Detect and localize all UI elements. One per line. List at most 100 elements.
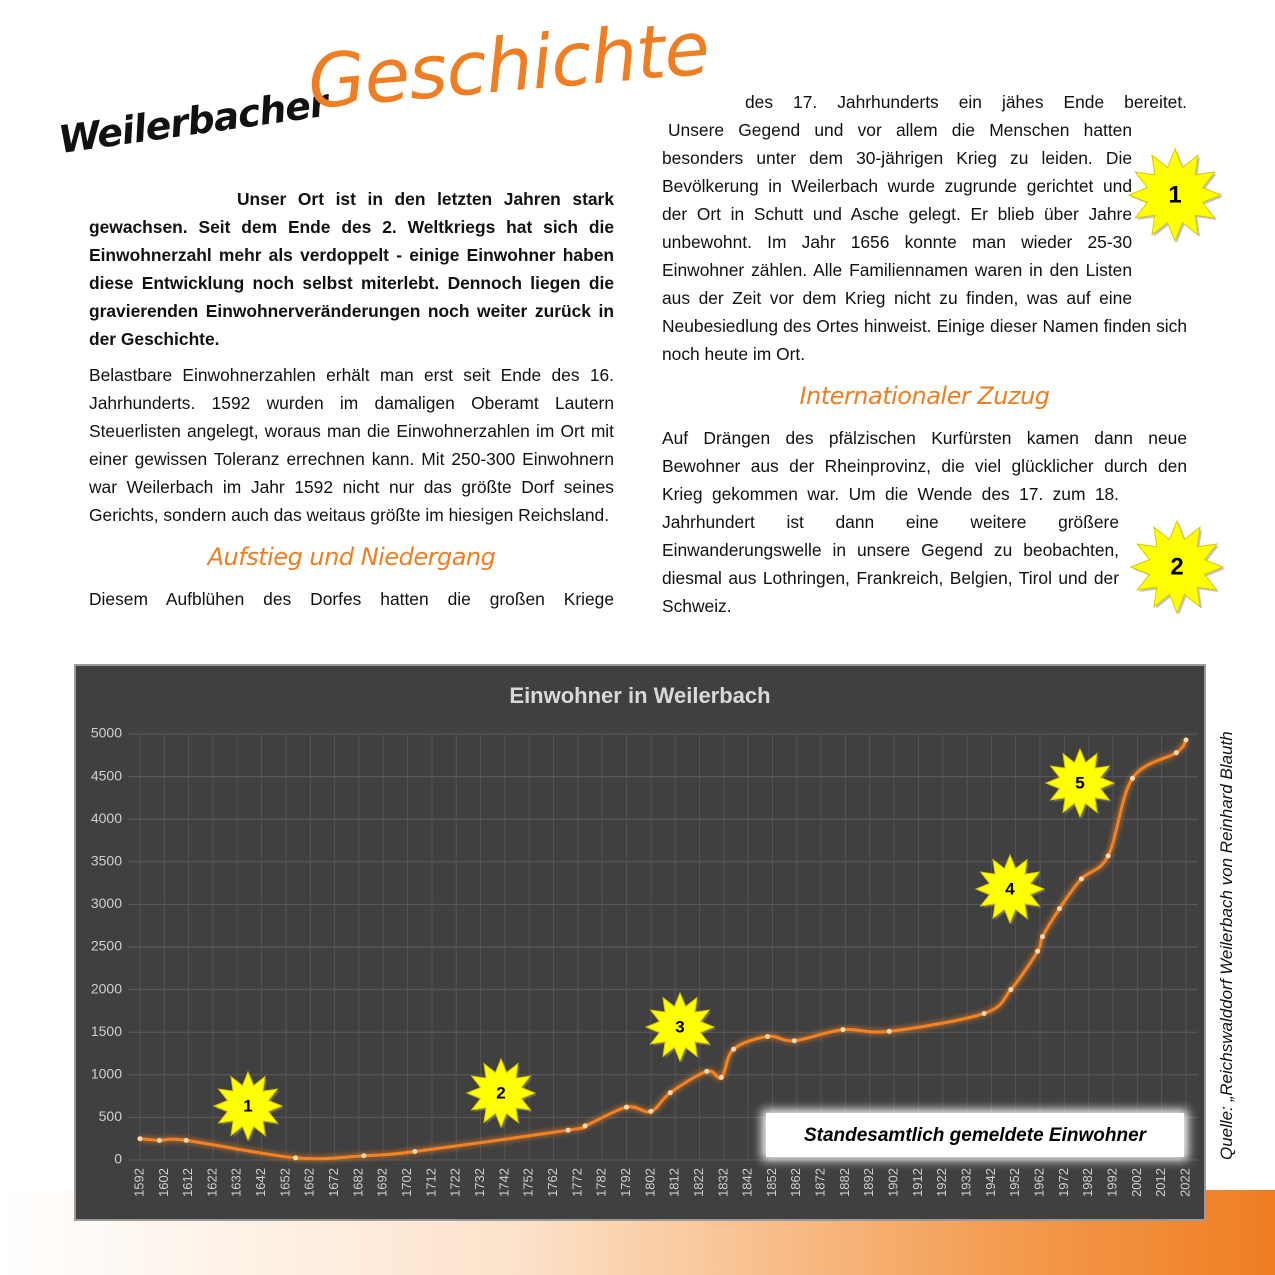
data-point [718,1074,724,1080]
data-point [1057,906,1063,912]
x-tick-label: 1932 [959,1168,974,1197]
y-tick-label: 3000 [91,895,122,911]
starburst [974,853,1046,925]
y-tick-label: 4500 [91,767,122,783]
x-tick-label: 1912 [910,1168,925,1197]
data-point [624,1104,630,1110]
data-point [1035,948,1041,954]
y-tick-label: 2000 [91,980,122,996]
x-tick-label: 1602 [156,1168,171,1197]
x-tick-label: 1692 [375,1168,390,1197]
x-tick-label: 1902 [886,1168,901,1197]
x-tick-label: 1632 [229,1168,244,1197]
heading: Internationaler Zuzug [799,382,1050,410]
x-tick-label: 1722 [448,1168,463,1197]
intro: Unser Ort ist in den letzten Jahren star… [89,189,614,349]
x-tick-label: 1762 [545,1168,560,1197]
x-tick-label: 1672 [326,1168,341,1197]
data-point [156,1137,162,1143]
data-point [791,1038,797,1044]
x-tick-label: 1652 [277,1168,292,1197]
y-tick-label: 1500 [91,1023,122,1039]
x-tick-label: 2002 [1129,1168,1144,1197]
data-point [648,1108,654,1114]
star-label: 5 [1075,773,1084,792]
starburst [465,1057,537,1129]
y-tick-label: 5000 [91,725,122,741]
y-tick-label: 2500 [91,938,122,954]
data-point [582,1123,588,1129]
data-point [1183,737,1189,743]
paragraph: Unsere Gegend und vor allem die Menschen… [662,120,1187,364]
data-point [565,1127,571,1133]
star-label: 2 [496,1083,505,1102]
x-tick-label: 1862 [788,1168,803,1197]
starburst [644,991,716,1063]
data-point [183,1137,189,1143]
x-tick-label: 1622 [204,1168,219,1197]
x-tick-label: 1842 [740,1168,755,1197]
x-tick-label: 1702 [399,1168,414,1197]
x-tick-label: 1612 [180,1168,195,1197]
x-tick-label: 1792 [618,1168,633,1197]
x-tick-label: 1852 [764,1168,779,1197]
y-tick-label: 1000 [91,1066,122,1082]
paragraph: Diesem Aufblühen des Dorfes hatten die g… [89,589,614,609]
paragraph: Belastbare Einwohnerzahlen erhält man er… [89,365,614,525]
starburst [212,1070,284,1142]
y-tick-label: 0 [114,1151,122,1167]
star-label: 1 [1168,181,1181,208]
x-tick-label: 1772 [569,1168,584,1197]
data-point [1173,750,1179,756]
data-point [667,1090,673,1096]
x-tick-label: 1992 [1104,1168,1119,1197]
x-tick-label: 1782 [594,1168,609,1197]
paragraph: des 17. Jahrhunderts ein jähes Ende bere… [745,92,1187,112]
x-tick-label: 1892 [861,1168,876,1197]
x-tick-label: 1822 [691,1168,706,1197]
x-tick-label: 2022 [1177,1168,1192,1197]
data-point [981,1010,987,1016]
series-label: Standesamtlich gemeldete Einwohner [804,1125,1148,1146]
data-point [1129,775,1135,781]
x-tick-label: 1732 [472,1168,487,1197]
x-tick-label: 2012 [1153,1168,1168,1197]
data-point [1105,853,1111,859]
x-tick-label: 1832 [715,1168,730,1197]
x-tick-label: 1922 [934,1168,949,1197]
y-tick-label: 4000 [91,810,122,826]
x-tick-label: 1872 [813,1168,828,1197]
float-space [1119,480,1187,650]
data-point [293,1155,299,1161]
data-point [361,1153,367,1159]
y-tick-label: 500 [99,1108,123,1124]
star-label: 1 [243,1096,252,1115]
data-point [840,1027,846,1033]
x-tick-label: 1712 [423,1168,438,1197]
x-tick-label: 1802 [642,1168,657,1197]
y-tick-label: 3500 [91,853,122,869]
heading: Aufstieg und Niedergang [207,543,496,571]
chart-title: Einwohner in Weilerbach [509,683,770,708]
data-point [731,1046,737,1052]
data-point [886,1028,892,1034]
data-line [139,739,1188,1161]
data-point [412,1148,418,1154]
x-tick-label: 1742 [496,1168,511,1197]
data-point [765,1033,771,1039]
star-label: 2 [1170,553,1183,580]
data-point [704,1068,710,1074]
data-point [1039,934,1045,940]
x-tick-label: 1972 [1056,1168,1071,1197]
float-space [1132,116,1187,312]
x-tick-label: 1962 [1031,1168,1046,1197]
x-tick-label: 1982 [1080,1168,1095,1197]
star-label: 3 [675,1017,684,1036]
x-tick-label: 1882 [837,1168,852,1197]
star-label: 4 [1005,879,1015,898]
x-tick-label: 1812 [667,1168,682,1197]
starburst [1127,147,1223,243]
label-box [766,1113,1184,1157]
